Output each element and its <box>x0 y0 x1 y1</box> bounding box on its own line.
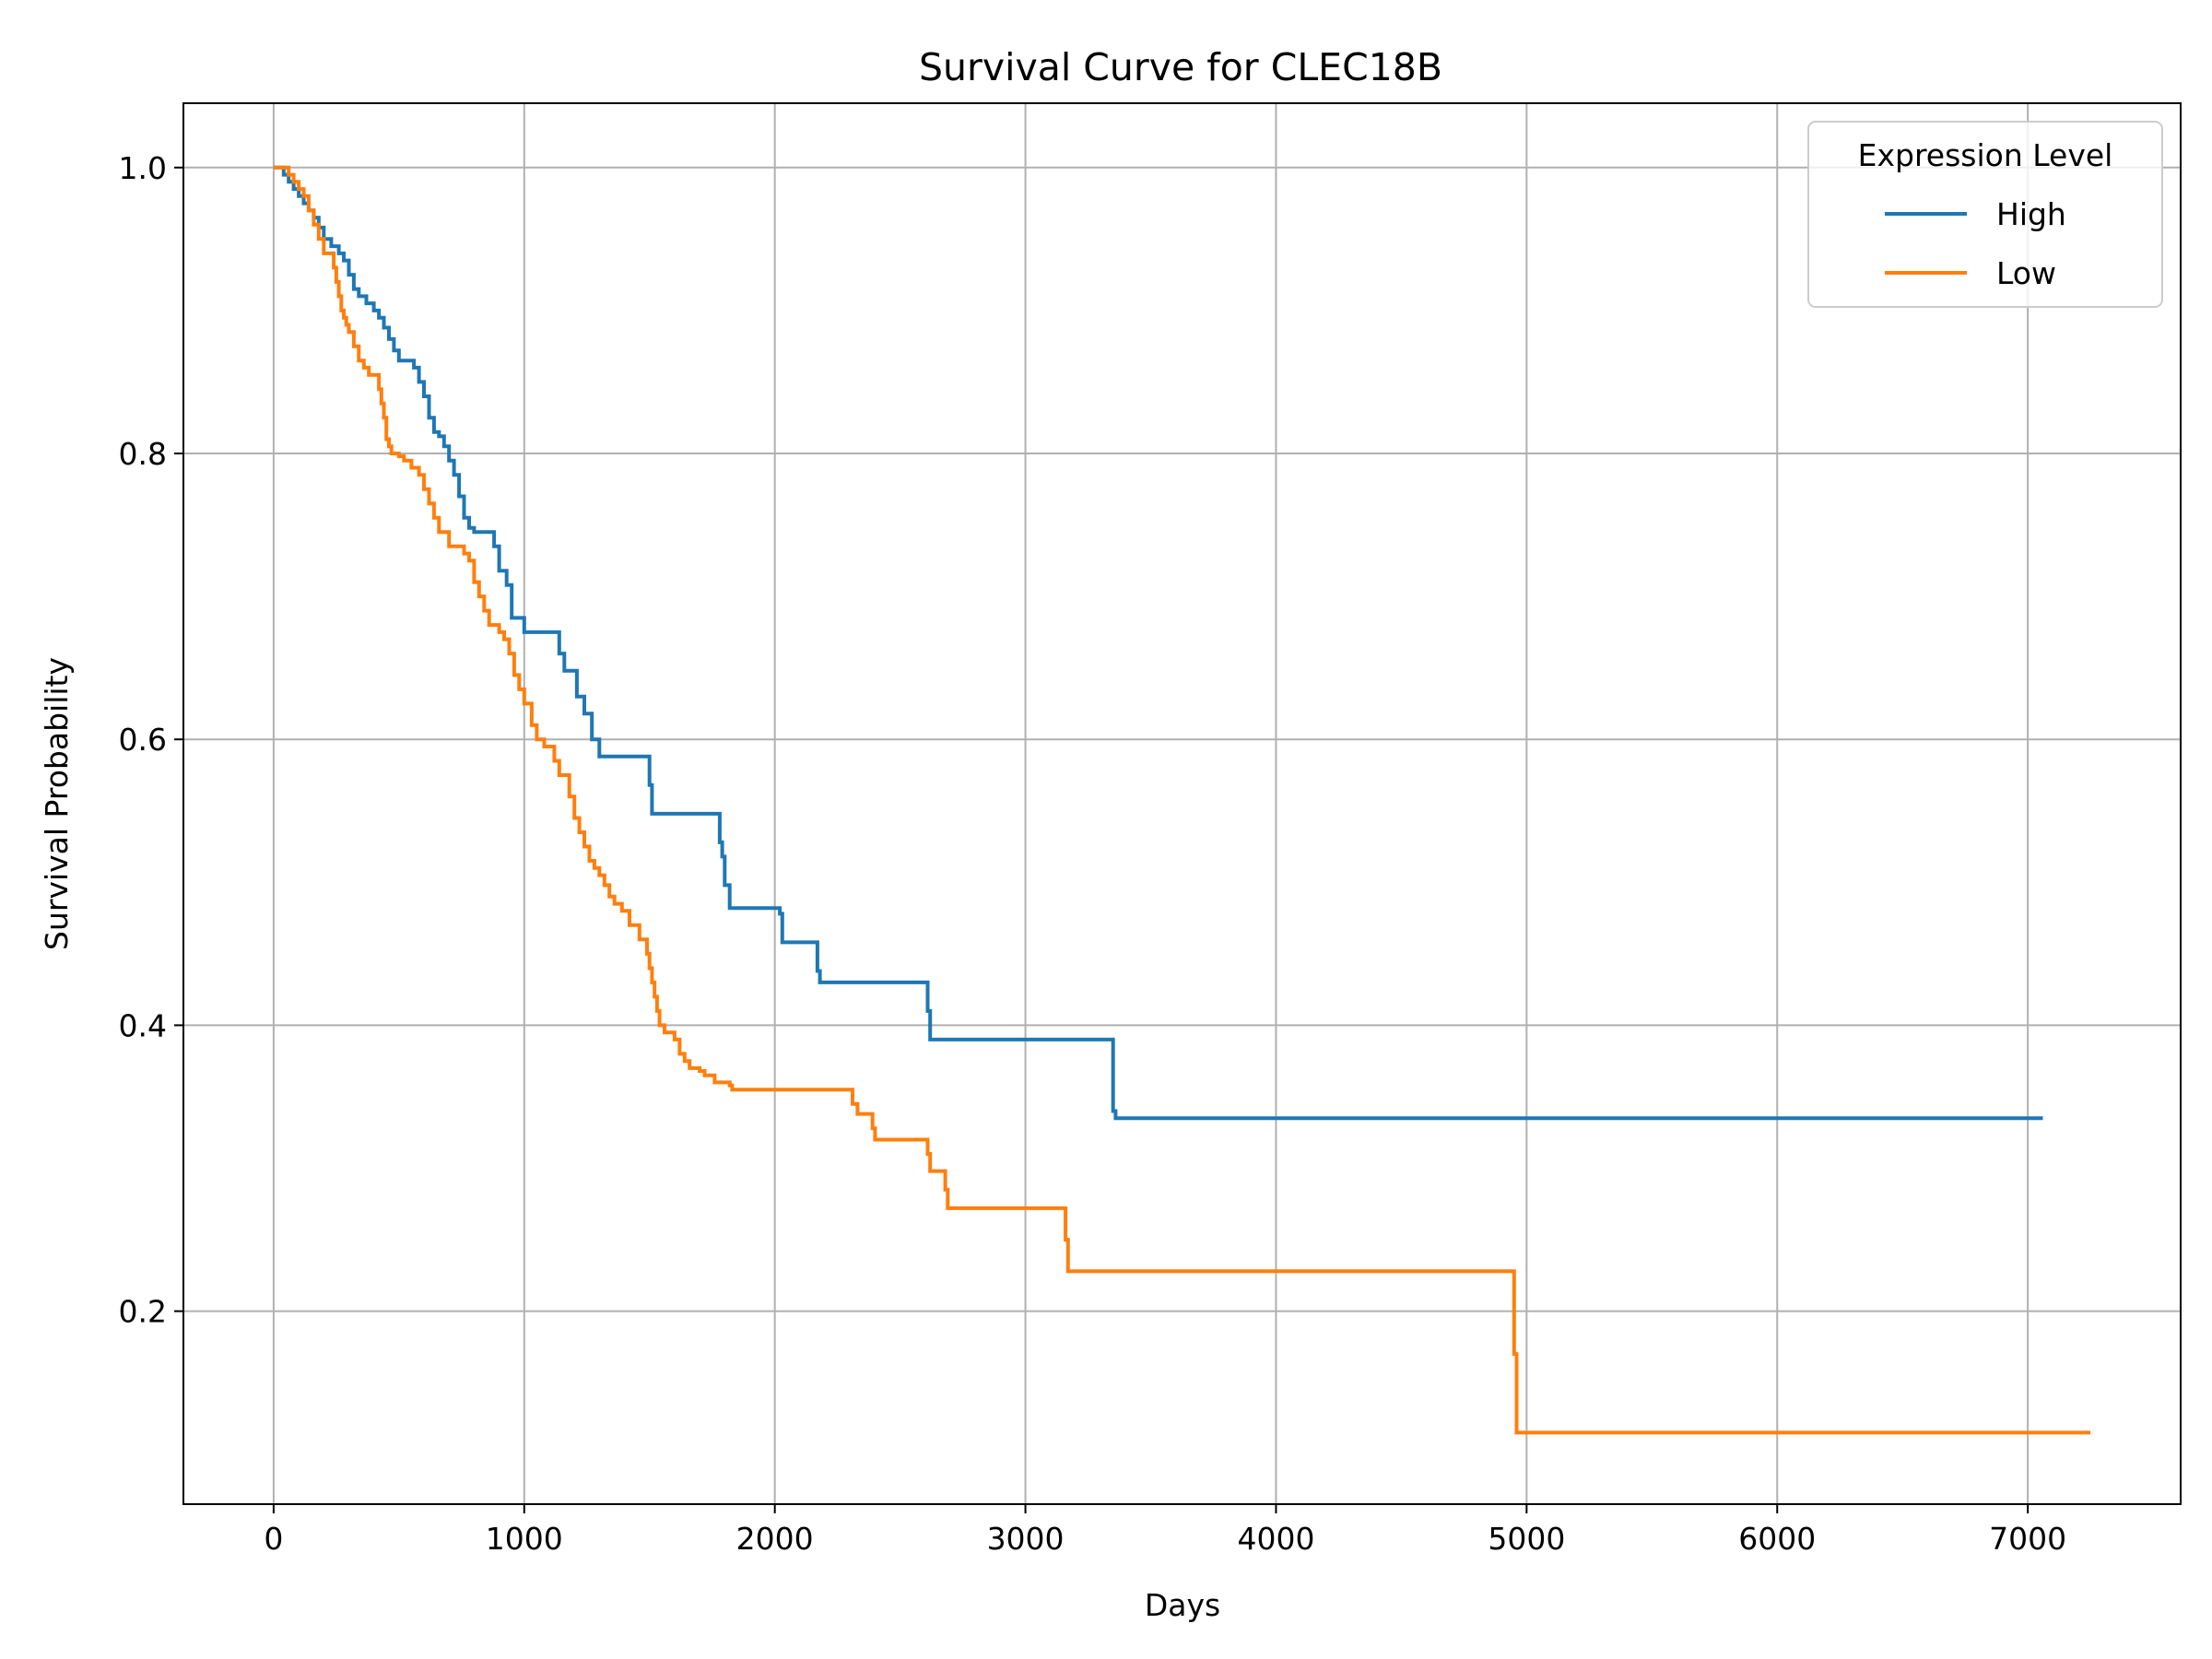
legend-label-high: High <box>1996 196 2066 232</box>
y-tick-label: 0.4 <box>119 1007 167 1043</box>
x-tick-label: 4000 <box>1237 1521 1314 1557</box>
legend-box <box>1807 121 2163 308</box>
x-axis-label: Days <box>1145 1587 1220 1623</box>
y-tick-label: 1.0 <box>119 150 167 186</box>
x-tick-label: 7000 <box>1989 1521 2066 1557</box>
series-line-low <box>273 165 2091 1435</box>
x-tick-label: 0 <box>264 1521 283 1557</box>
x-tick-label: 1000 <box>486 1521 563 1557</box>
y-tick-label: 0.8 <box>119 436 167 472</box>
y-tick-label: 0.2 <box>119 1294 167 1330</box>
y-axis: 0.2 0.4 0.6 0.8 1.0 <box>119 150 183 1330</box>
chart-title: Survival Curve for CLEC18B <box>919 45 1442 89</box>
x-axis: 0 1000 2000 3000 4000 5000 6000 7000 <box>264 1504 2066 1557</box>
x-tick-label: 5000 <box>1488 1521 1565 1557</box>
x-tick-label: 6000 <box>1738 1521 1816 1557</box>
legend-label-low: Low <box>1996 255 2056 291</box>
legend: Expression Level High Low <box>1807 121 2163 308</box>
grid-layer <box>183 103 2181 1504</box>
y-tick-label: 0.6 <box>119 722 167 758</box>
x-tick-label: 3000 <box>987 1521 1065 1557</box>
legend-title: Expression Level <box>1858 137 2113 173</box>
series-layer <box>273 165 2091 1435</box>
legend-entries: High Low <box>1885 196 2066 291</box>
y-axis-label: Survival Probability <box>39 657 75 950</box>
plot-frame <box>182 102 2182 1505</box>
x-tick-label: 2000 <box>736 1521 814 1557</box>
series-line-high <box>273 165 2043 1121</box>
